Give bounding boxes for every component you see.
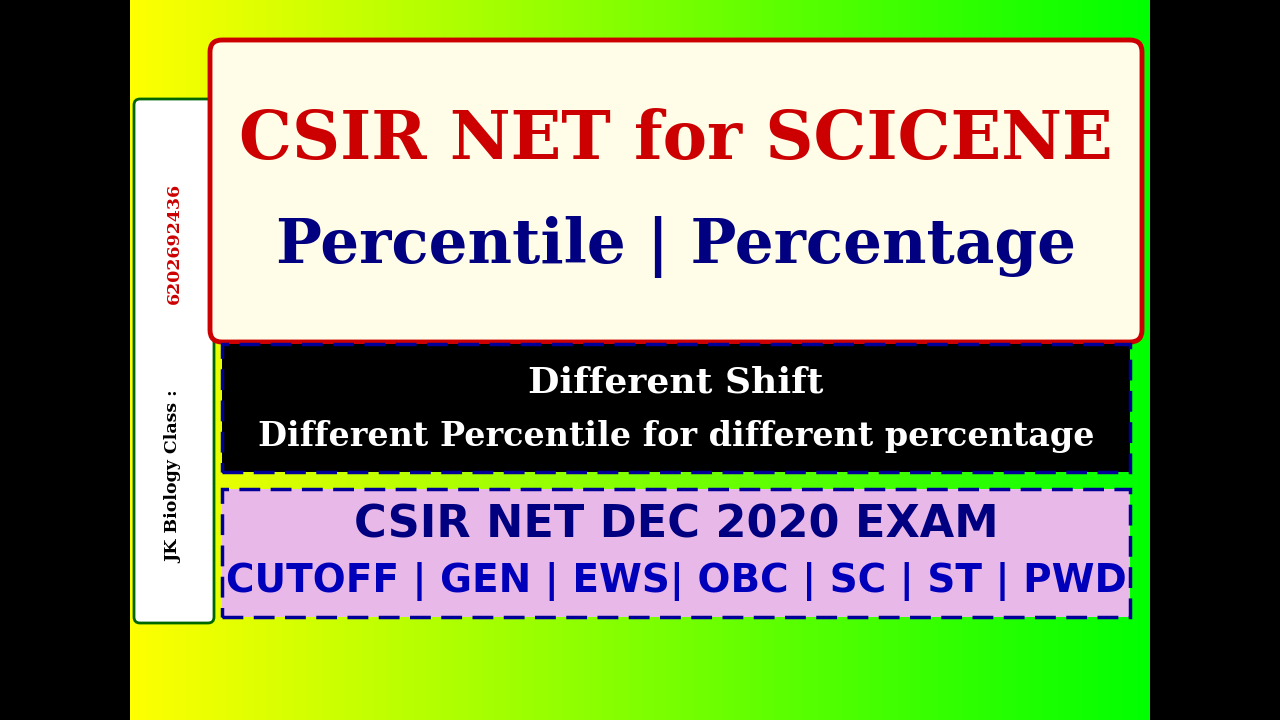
Bar — [221, 489, 1130, 617]
Text: CSIR NET for SCICENE: CSIR NET for SCICENE — [239, 109, 1112, 174]
Text: CSIR NET DEC 2020 EXAM: CSIR NET DEC 2020 EXAM — [353, 503, 998, 546]
Text: Different Shift: Different Shift — [529, 365, 824, 400]
FancyBboxPatch shape — [210, 40, 1142, 342]
Bar — [221, 489, 1130, 617]
Bar — [221, 344, 1130, 472]
Text: JK Biology Class :: JK Biology Class : — [165, 384, 183, 563]
Bar — [221, 344, 1130, 472]
Bar — [0, 0, 131, 720]
Text: CUTOFF | GEN | EWS| OBC | SC | ST | PWD: CUTOFF | GEN | EWS| OBC | SC | ST | PWD — [225, 562, 1126, 600]
FancyBboxPatch shape — [134, 99, 214, 623]
Bar — [1149, 0, 1280, 720]
Text: 6202692436: 6202692436 — [165, 183, 183, 304]
Text: Percentile | Percentage: Percentile | Percentage — [276, 215, 1076, 278]
Text: Different Percentile for different percentage: Different Percentile for different perce… — [257, 420, 1094, 453]
